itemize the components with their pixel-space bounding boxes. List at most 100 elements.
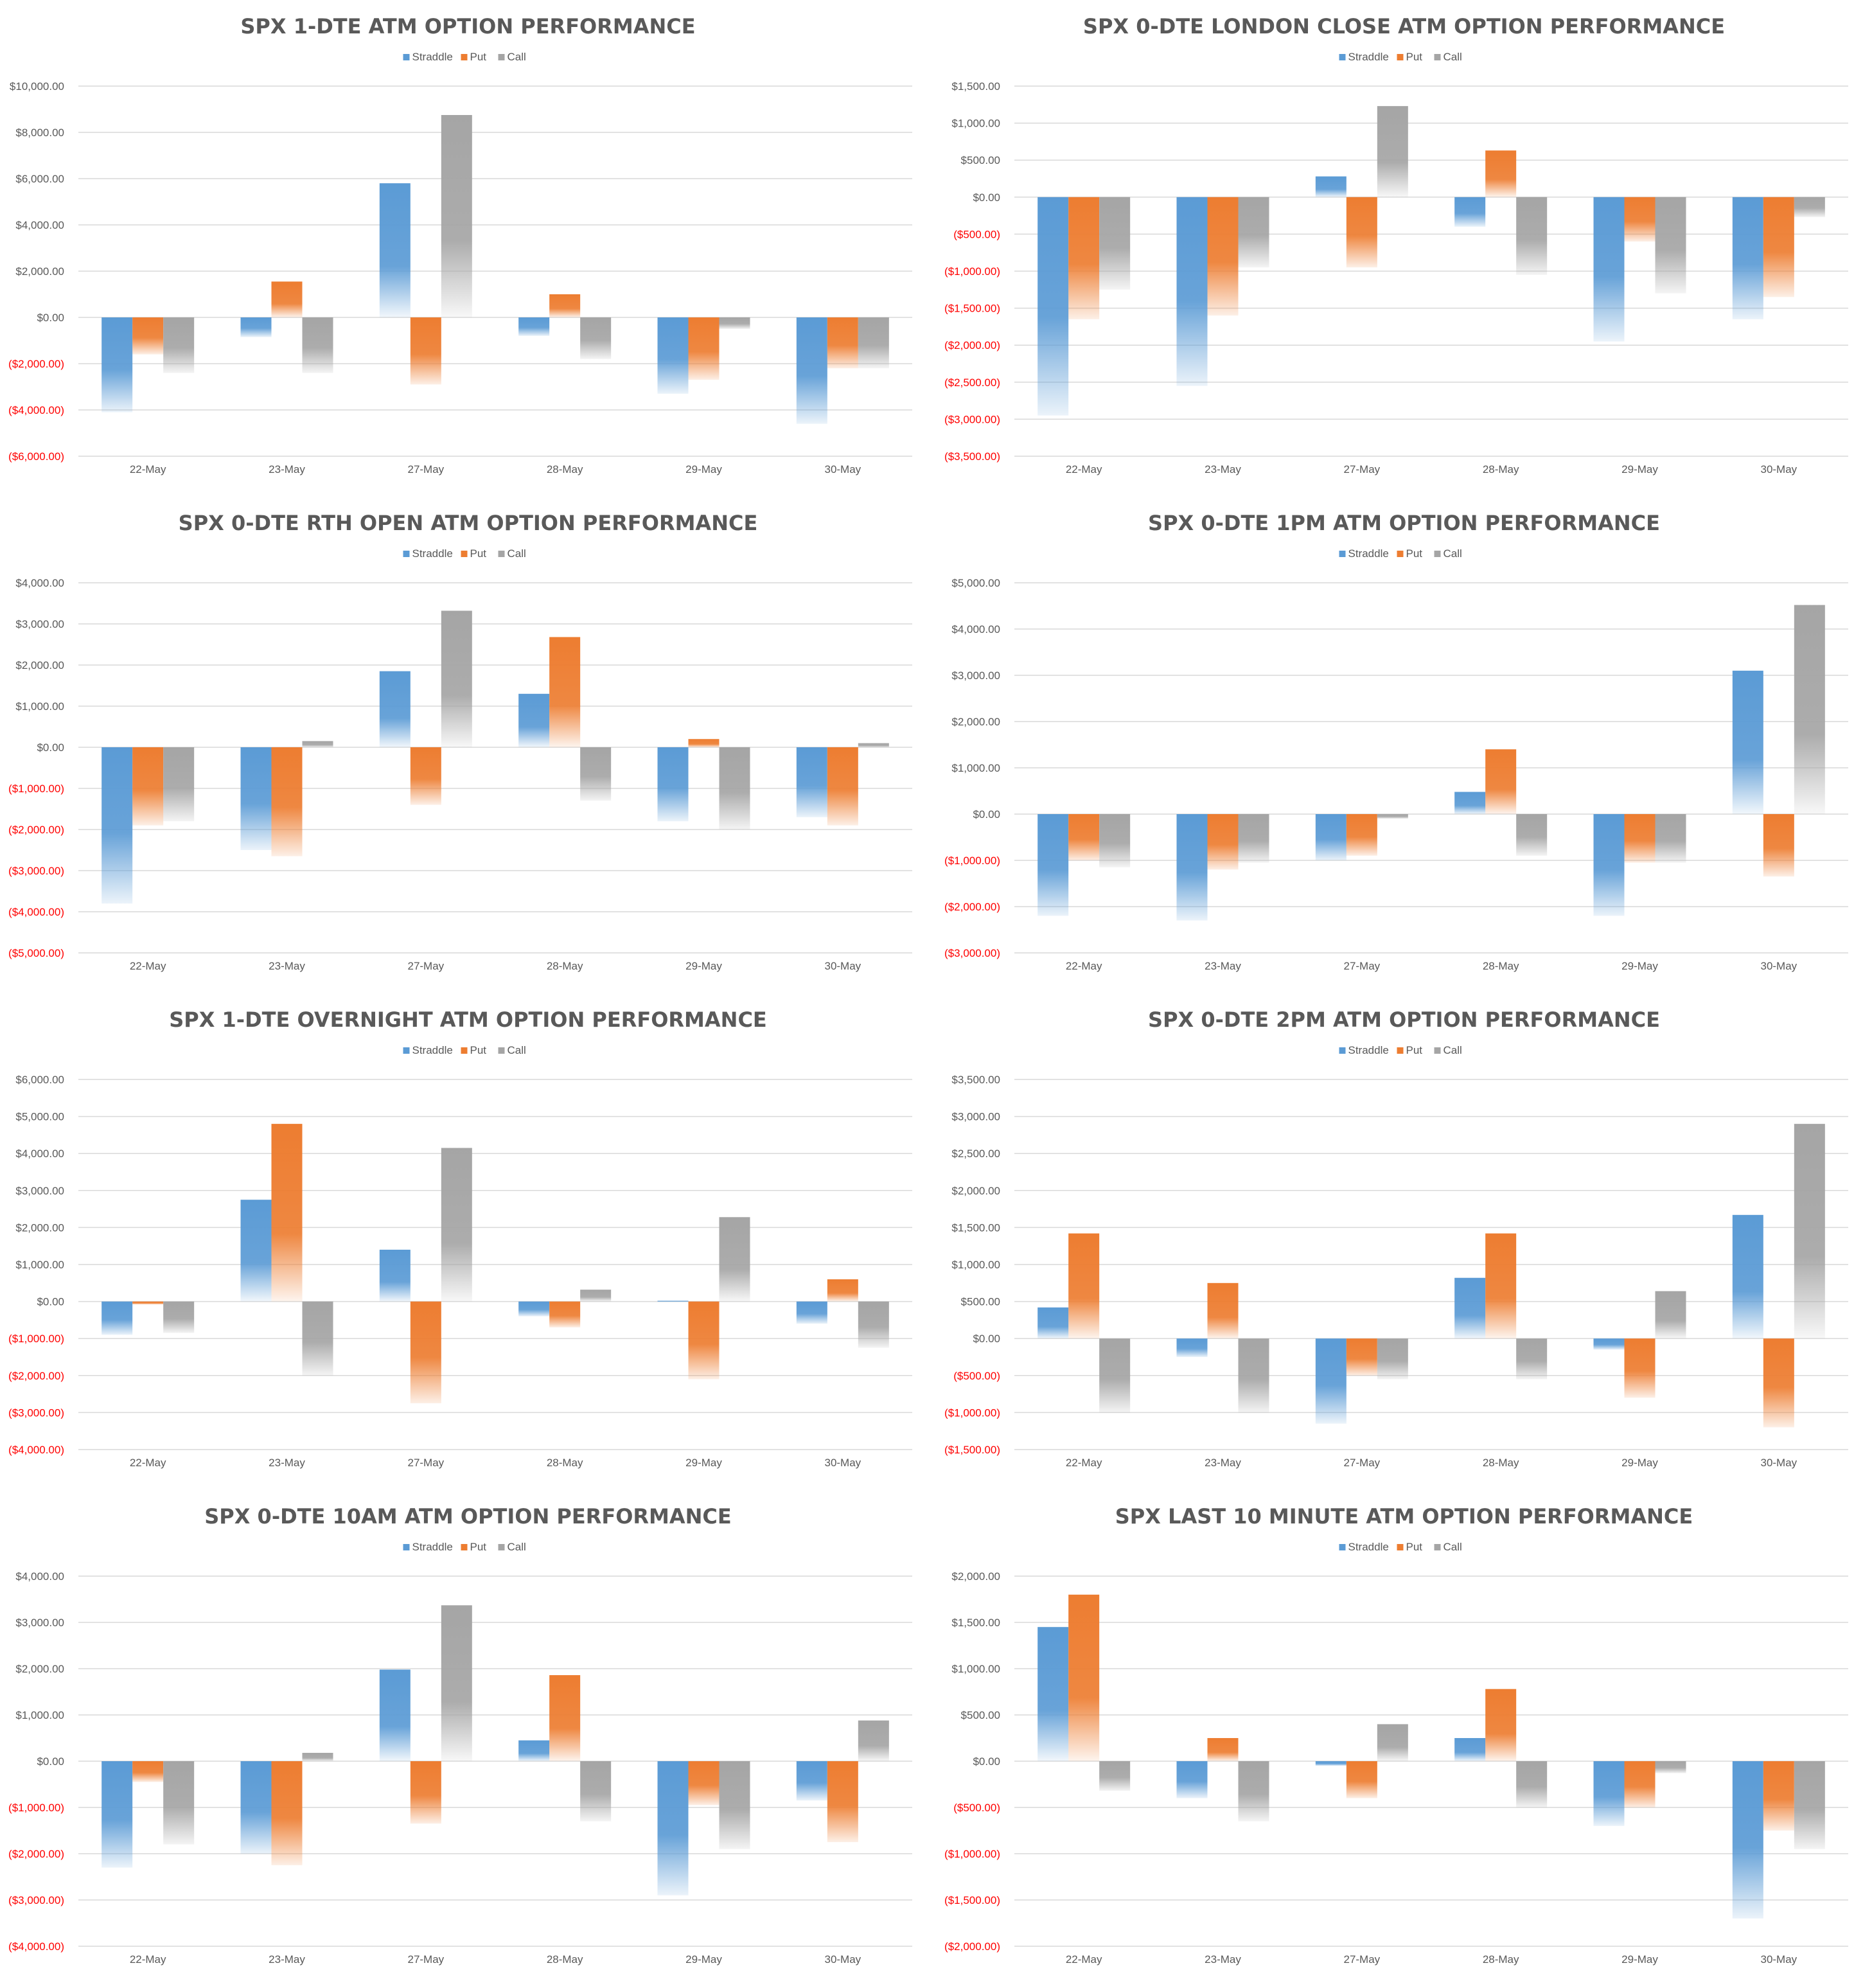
- bar-put-22-May: [1068, 814, 1100, 860]
- bar-call-30-May: [1794, 197, 1825, 217]
- chart-legend: Straddle Put Call: [403, 1044, 526, 1056]
- y-tick-label: ($2,000.00): [8, 358, 64, 370]
- legend-swatch-put: [461, 1544, 468, 1550]
- chart-svg: SPX 0-DTE 1PM ATM OPTION PERFORMANCE Stra…: [944, 511, 1848, 972]
- bar-call-22-May: [1099, 1338, 1131, 1413]
- y-tick-label: $2,000.00: [951, 716, 1000, 728]
- bar-put-23-May: [271, 1761, 303, 1865]
- bar-call-22-May: [163, 1301, 195, 1333]
- bar-straddle-23-May: [240, 1200, 272, 1302]
- bar-straddle-28-May: [518, 1740, 550, 1761]
- bar-call-30-May: [858, 317, 889, 369]
- legend-label-straddle: Straddle: [1348, 547, 1389, 560]
- bar-call-28-May: [580, 317, 612, 359]
- y-tick-label: $0.00: [37, 1755, 64, 1768]
- chart-legend: Straddle Put Call: [1339, 1044, 1462, 1056]
- bar-call-27-May: [1377, 1724, 1408, 1761]
- legend-swatch-put: [1397, 54, 1404, 60]
- bar-put-28-May: [549, 1675, 581, 1761]
- chart-svg: SPX 1-DTE ATM OPTION PERFORMANCE Straddle…: [8, 14, 912, 475]
- bar-straddle-29-May: [1593, 814, 1625, 916]
- bar-put-29-May: [688, 317, 720, 380]
- bar-call-29-May: [719, 1761, 750, 1849]
- bar-call-28-May: [580, 747, 612, 801]
- bar-straddle-28-May: [518, 693, 550, 747]
- legend-label-put: Put: [470, 547, 487, 560]
- legend-swatch-call: [1434, 54, 1441, 60]
- bar-call-27-May: [441, 115, 472, 317]
- bar-call-22-May: [163, 747, 195, 822]
- bar-put-28-May: [549, 637, 581, 747]
- legend-label-straddle: Straddle: [412, 1044, 453, 1056]
- legend-label-call: Call: [508, 51, 526, 63]
- x-tick-label: 28-May: [1483, 1457, 1519, 1469]
- y-tick-label: $1,500.00: [951, 1617, 1000, 1629]
- y-tick-label: ($2,500.00): [944, 377, 1000, 389]
- y-tick-label: $4,000.00: [15, 1148, 64, 1160]
- y-tick-label: $1,000.00: [15, 700, 64, 713]
- bar-call-29-May: [1655, 1761, 1686, 1773]
- chart-title: SPX 0-DTE 1PM ATM OPTION PERFORMANCE: [1148, 511, 1660, 535]
- bar-call-29-May: [1655, 814, 1686, 863]
- chart-svg: SPX 0-DTE 10AM ATM OPTION PERFORMANCE Str…: [8, 1504, 912, 1966]
- bar-straddle-23-May: [240, 747, 272, 850]
- y-tick-label: $1,000.00: [951, 1663, 1000, 1675]
- x-tick-label: 28-May: [1483, 1953, 1519, 1966]
- chart-legend: Straddle Put Call: [403, 51, 526, 63]
- x-tick-label: 29-May: [1621, 960, 1658, 972]
- y-tick-label: ($3,000.00): [8, 865, 64, 877]
- bar-straddle-30-May: [796, 747, 827, 817]
- bar-put-30-May: [1763, 1761, 1794, 1831]
- bar-straddle-29-May: [657, 1761, 689, 1895]
- bar-put-30-May: [1763, 1338, 1794, 1428]
- y-tick-label: ($3,000.00): [8, 1894, 64, 1906]
- bar-put-22-May: [132, 747, 164, 826]
- legend-swatch-put: [1397, 1544, 1404, 1550]
- bar-call-28-May: [580, 1290, 612, 1302]
- legend-label-call: Call: [508, 547, 526, 560]
- y-tick-label: $4,000.00: [15, 1570, 64, 1583]
- y-tick-label: ($1,000.00): [8, 783, 64, 795]
- legend-label-straddle: Straddle: [1348, 1541, 1389, 1553]
- legend-swatch-call: [1434, 1047, 1441, 1054]
- chart-svg: SPX 1-DTE OVERNIGHT ATM OPTION PERFORMAN…: [8, 1007, 912, 1469]
- bar-straddle-28-May: [1454, 1738, 1486, 1761]
- y-tick-label: ($1,000.00): [944, 265, 1000, 278]
- bar-straddle-22-May: [1038, 1627, 1069, 1761]
- bar-straddle-28-May: [1454, 1277, 1486, 1339]
- y-tick-label: ($5,000.00): [8, 947, 64, 959]
- legend-swatch-call: [1434, 551, 1441, 557]
- bar-straddle-29-May: [1593, 197, 1625, 342]
- bar-straddle-30-May: [1732, 1761, 1763, 1919]
- y-tick-label: ($2,000.00): [944, 339, 1000, 351]
- legend-label-call: Call: [1444, 51, 1462, 63]
- chart-panel-0dte-london-close: SPX 0-DTE LONDON CLOSE ATM OPTION PERFOR…: [936, 0, 1872, 497]
- bar-call-27-May: [441, 1605, 472, 1761]
- y-tick-label: $1,000.00: [15, 1259, 64, 1271]
- y-tick-label: ($3,000.00): [8, 1407, 64, 1419]
- y-tick-label: $0.00: [973, 1333, 1000, 1345]
- bar-put-29-May: [1624, 814, 1656, 863]
- bar-call-23-May: [302, 1301, 333, 1376]
- chart-legend: Straddle Put Call: [1339, 1541, 1462, 1553]
- bar-call-29-May: [719, 747, 750, 830]
- bar-straddle-29-May: [657, 1300, 689, 1302]
- bar-straddle-22-May: [102, 747, 133, 904]
- chart-svg: SPX 0-DTE 2PM ATM OPTION PERFORMANCE Stra…: [944, 1007, 1848, 1469]
- x-tick-label: 29-May: [685, 463, 722, 475]
- x-tick-label: 27-May: [407, 1953, 444, 1966]
- y-tick-label: ($1,000.00): [944, 1407, 1000, 1419]
- bar-straddle-29-May: [1593, 1761, 1625, 1826]
- y-tick-label: $1,500.00: [951, 80, 1000, 93]
- chart-title: SPX LAST 10 MINUTE ATM OPTION PERFORMANC…: [1115, 1504, 1693, 1529]
- y-tick-label: $2,000.00: [15, 265, 64, 278]
- chart-title: SPX 0-DTE 10AM ATM OPTION PERFORMANCE: [204, 1504, 732, 1529]
- legend-label-put: Put: [470, 1044, 487, 1056]
- y-tick-label: $500.00: [961, 154, 1000, 166]
- chart-panel-0dte-10am: SPX 0-DTE 10AM ATM OPTION PERFORMANCE Str…: [0, 1490, 936, 1987]
- x-tick-label: 23-May: [269, 960, 305, 972]
- y-tick-label: $0.00: [973, 1755, 1000, 1768]
- bar-call-29-May: [719, 317, 750, 329]
- bar-put-30-May: [1763, 814, 1794, 877]
- bar-put-22-May: [132, 317, 164, 355]
